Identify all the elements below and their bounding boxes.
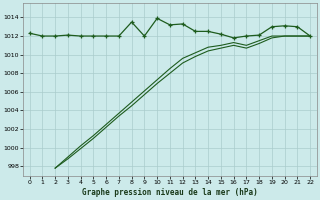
X-axis label: Graphe pression niveau de la mer (hPa): Graphe pression niveau de la mer (hPa) [82,188,258,197]
